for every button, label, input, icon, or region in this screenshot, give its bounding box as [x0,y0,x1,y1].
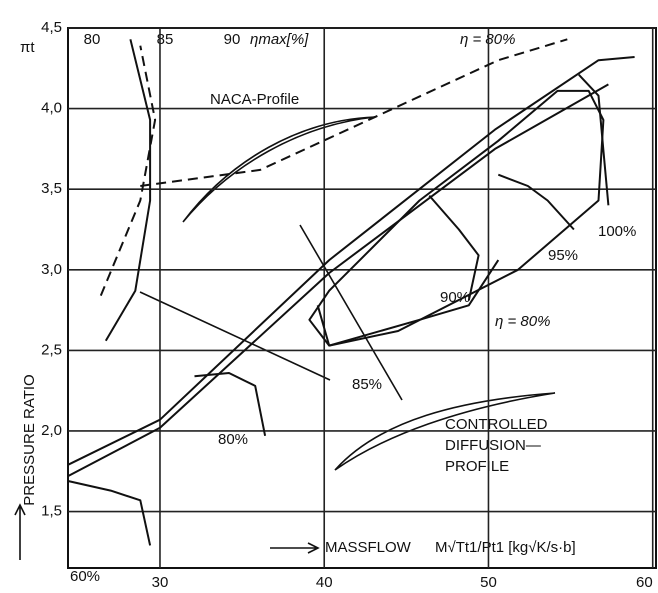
series-label: 85% [352,376,382,393]
annotation: PROFILE [445,458,509,475]
annotation: CONTROLLED [445,416,548,433]
top-scale-title: ηmax[%] [250,31,309,48]
curve [140,38,568,187]
y-tick-label: 3,0 [41,261,62,278]
leader-line [139,291,331,381]
curve [308,89,605,347]
leader-line [299,224,403,401]
y-label: πt [20,39,35,56]
annotation: NACA-Profile [210,91,299,108]
curve [67,56,635,466]
x-tick-label: 30 [152,574,169,591]
top-scale-label: 85 [157,31,174,48]
x-arrow [270,542,320,554]
curve [99,45,157,296]
series-label: 95% [548,247,578,264]
naca-profile-shape [182,116,376,223]
series-label: 80% [218,431,248,448]
curve [428,194,480,301]
series-label: η = 80% [495,313,550,330]
x-tick-label: 60 [636,574,653,591]
series-label: 90% [440,289,470,306]
x-unit: M√Tt1/Pt1 [kg√K/s·b] [435,539,576,556]
y-tick-label: 2,5 [41,341,62,358]
annotation: DIFFUSION— [445,437,541,454]
curve [497,173,575,231]
curve [578,74,610,206]
top-scale-label: 80 [84,31,101,48]
series-label: 100% [598,223,636,240]
curve [67,480,152,546]
x-tick-label: 50 [480,574,497,591]
x-axis-title: MASSFLOW [325,539,412,556]
y-tick-label: 4,5 [41,19,62,36]
y-tick-label: 2,0 [41,422,62,439]
y-arrow [14,503,26,560]
curve [104,39,152,342]
top-scale-label: 90 [224,31,241,48]
curve [194,372,267,436]
x-tick-label: 40 [316,574,333,591]
y-axis-title: PRESSURE RATIO [21,374,38,505]
curve [67,83,609,477]
y-tick-label: 4,0 [41,100,62,117]
y-tick-label: 3,5 [41,180,62,197]
series-label: 60% [70,568,100,585]
y-tick-label: 1,5 [41,503,62,520]
